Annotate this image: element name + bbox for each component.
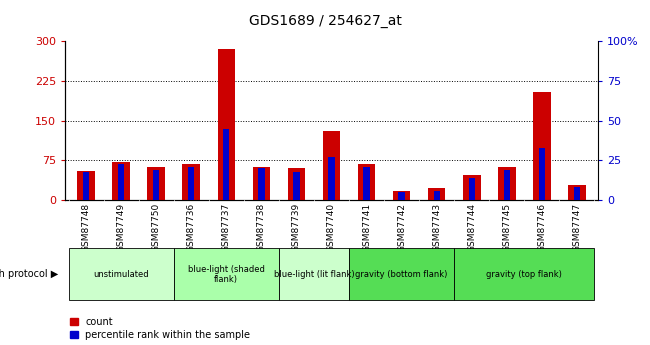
Text: GSM87748: GSM87748 (81, 203, 90, 252)
Bar (118, 164, 124, 200)
Bar (112, 162, 130, 200)
Bar (428, 188, 445, 200)
Bar (253, 167, 270, 200)
Bar (533, 92, 551, 200)
Text: GSM87750: GSM87750 (151, 203, 161, 252)
Bar (398, 192, 405, 200)
Bar (363, 167, 370, 200)
Bar (174, 248, 279, 300)
Bar (188, 167, 194, 200)
Bar (223, 129, 229, 200)
Text: GSM87742: GSM87742 (397, 203, 406, 252)
Text: growth protocol ▶: growth protocol ▶ (0, 269, 58, 279)
Bar (293, 171, 300, 200)
Text: gravity (bottom flank): gravity (bottom flank) (356, 270, 448, 279)
Bar (218, 49, 235, 200)
Bar (68, 248, 174, 300)
Bar (574, 187, 580, 200)
Bar (77, 171, 95, 200)
Text: GSM87747: GSM87747 (573, 203, 582, 252)
Text: blue-light (shaded
flank): blue-light (shaded flank) (188, 265, 265, 284)
Text: GSM87737: GSM87737 (222, 203, 231, 252)
Bar (463, 175, 480, 200)
Bar (469, 178, 475, 200)
Text: GSM87749: GSM87749 (116, 203, 125, 252)
Legend: count, percentile rank within the sample: count, percentile rank within the sample (70, 317, 250, 340)
Text: gravity (top flank): gravity (top flank) (486, 270, 562, 279)
Bar (328, 157, 335, 200)
Bar (148, 167, 165, 200)
Text: GSM87741: GSM87741 (362, 203, 371, 252)
Text: GSM87736: GSM87736 (187, 203, 196, 252)
Bar (434, 190, 440, 200)
Bar (279, 248, 349, 300)
Text: GSM87746: GSM87746 (538, 203, 547, 252)
Bar (539, 148, 545, 200)
Bar (83, 171, 89, 200)
Text: GSM87740: GSM87740 (327, 203, 336, 252)
Text: GSM87738: GSM87738 (257, 203, 266, 252)
Text: GSM87743: GSM87743 (432, 203, 441, 252)
Bar (323, 131, 340, 200)
Bar (393, 190, 410, 200)
Bar (288, 168, 305, 200)
Bar (568, 185, 586, 200)
Bar (358, 164, 375, 200)
Text: blue-light (lit flank): blue-light (lit flank) (274, 270, 354, 279)
Text: GSM87744: GSM87744 (467, 203, 476, 252)
Bar (498, 167, 515, 200)
Text: GSM87739: GSM87739 (292, 203, 301, 252)
Bar (153, 170, 159, 200)
Text: unstimulated: unstimulated (94, 270, 149, 279)
Text: GSM87745: GSM87745 (502, 203, 512, 252)
Bar (349, 248, 454, 300)
Text: GDS1689 / 254627_at: GDS1689 / 254627_at (248, 14, 402, 28)
Bar (183, 164, 200, 200)
Bar (454, 248, 595, 300)
Bar (504, 170, 510, 200)
Bar (258, 168, 265, 200)
